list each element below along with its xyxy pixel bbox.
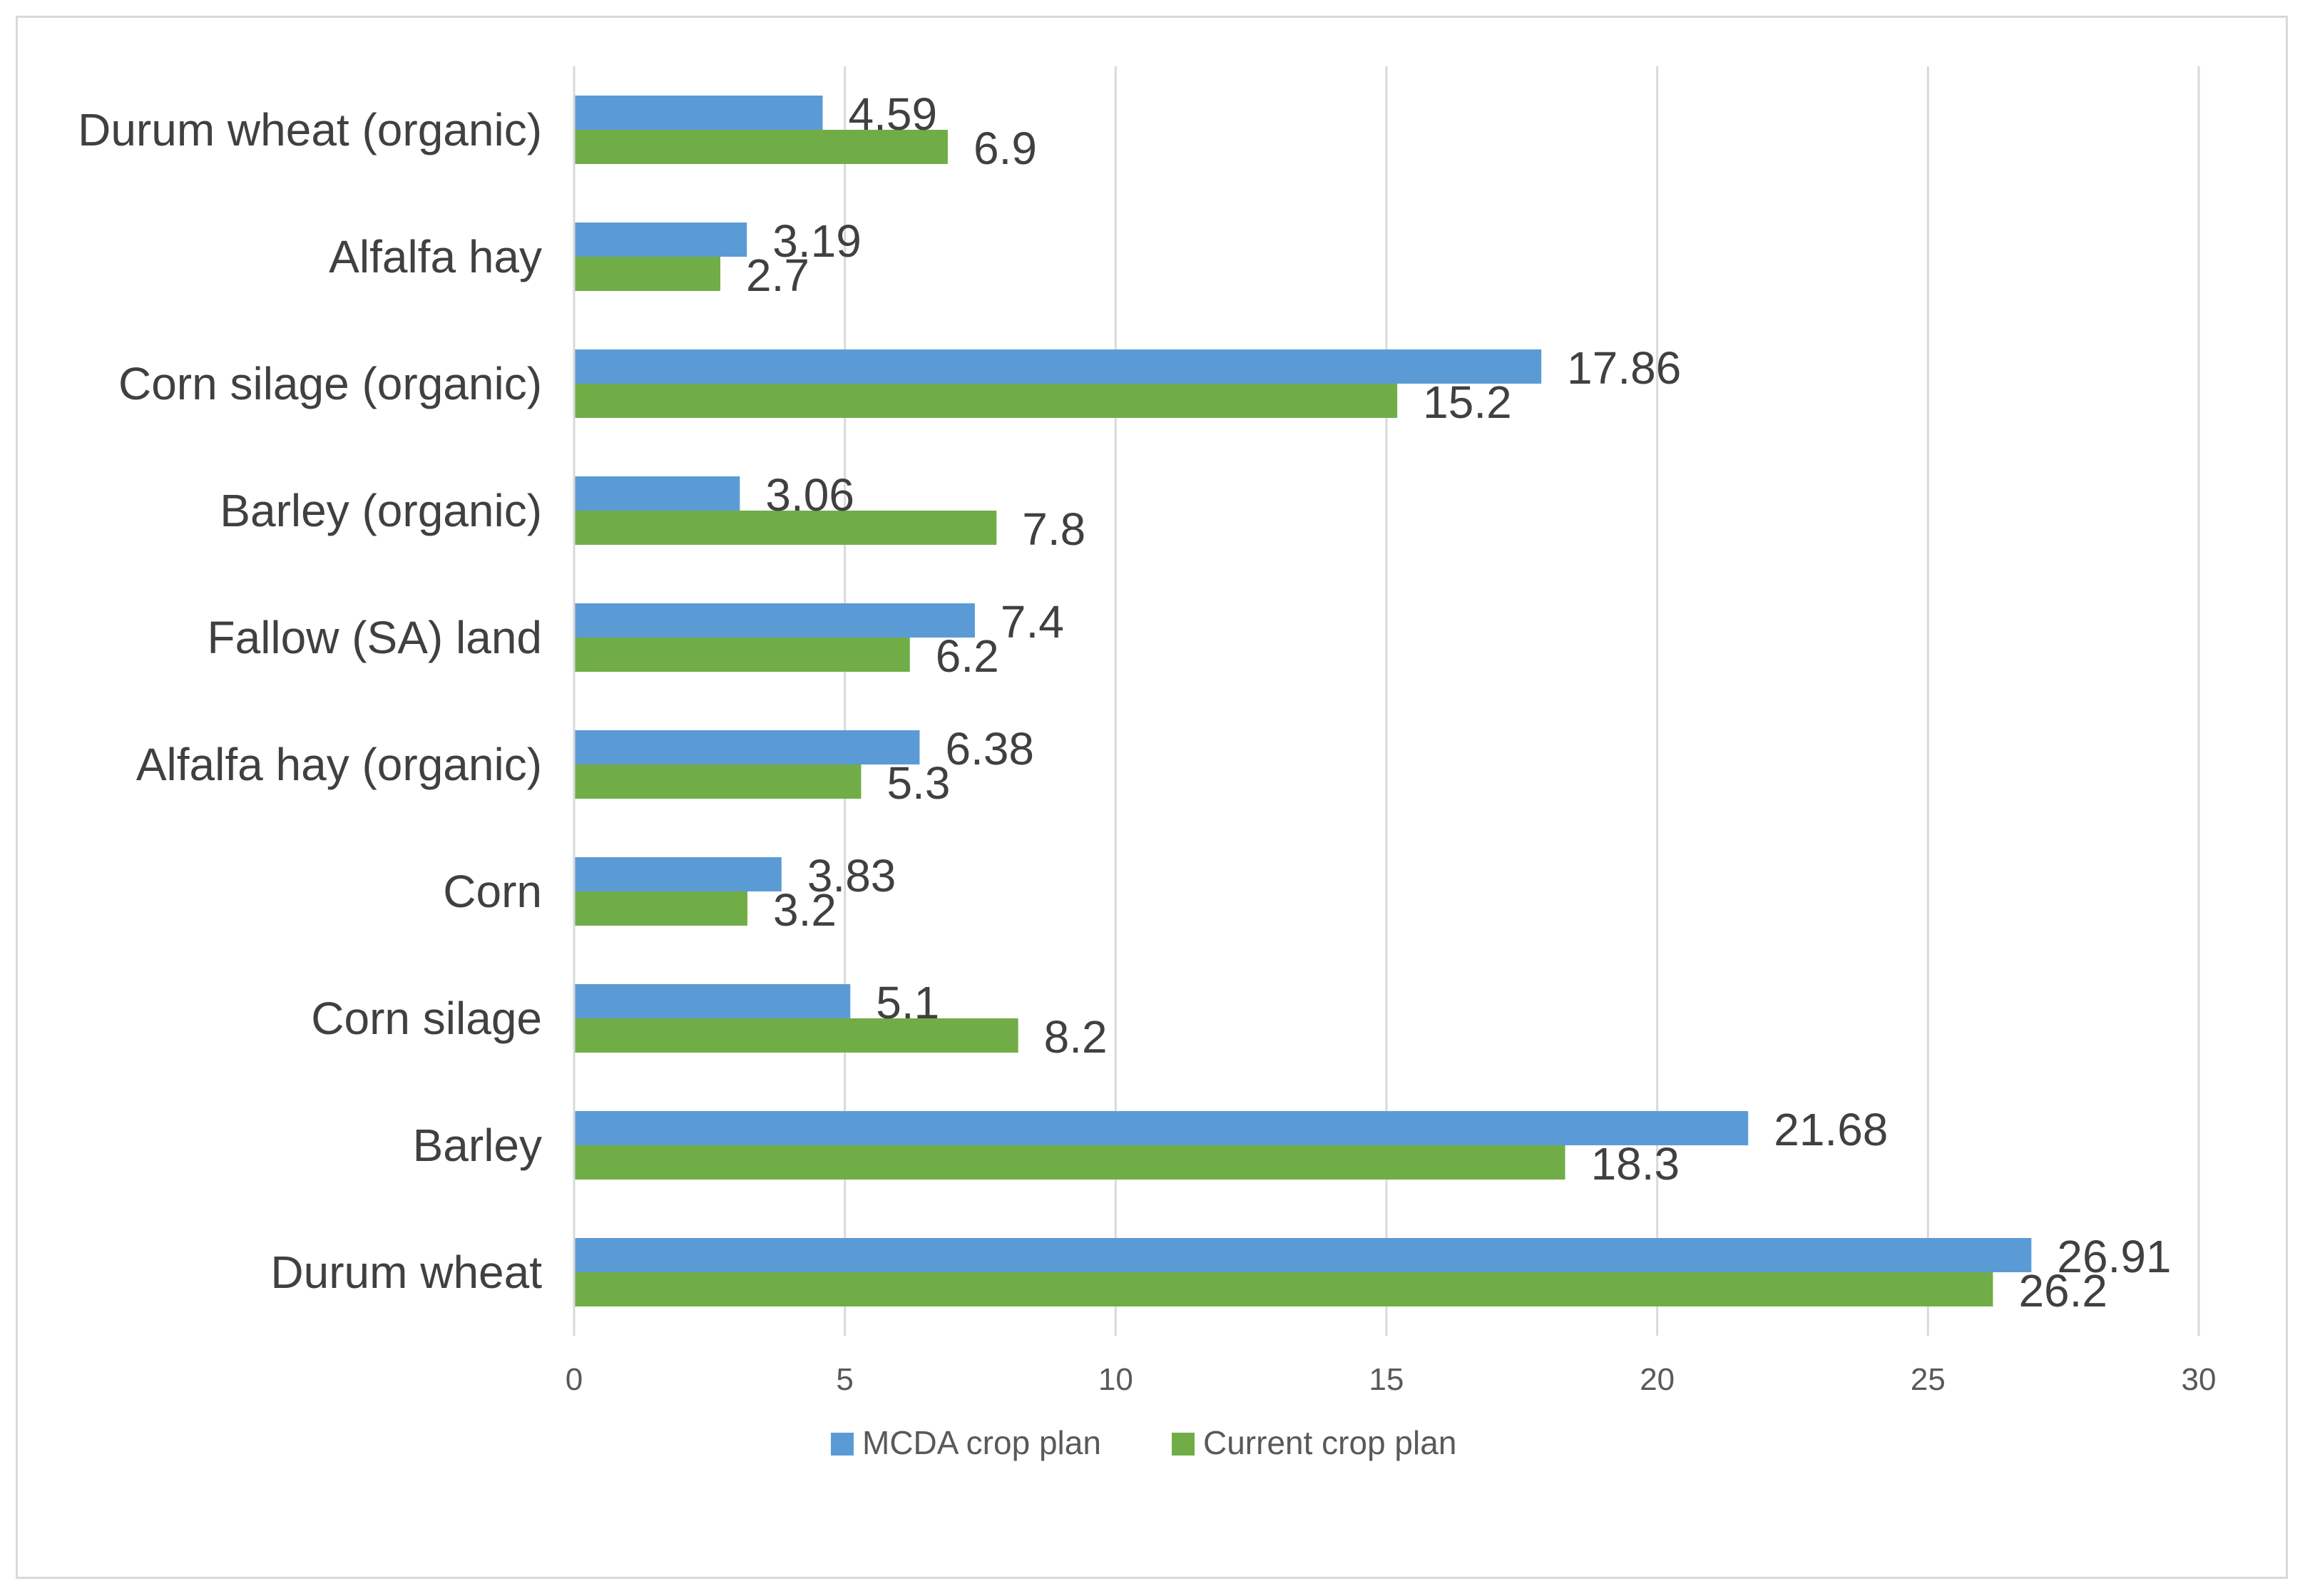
bar-mcda: [574, 730, 920, 764]
bar-current: [574, 891, 747, 926]
data-label: 7.4: [1001, 596, 1064, 648]
bar-mcda: [574, 476, 740, 511]
horizontal-bar-chart: 0 5 10 15 20 25 30 Durum wheat (organic) 4.59 6.9…: [78, 66, 2216, 1461]
data-label: 3.2: [773, 884, 837, 936]
bar-mcda: [574, 984, 851, 1018]
category-label: Alfalfa hay (organic): [136, 739, 542, 790]
bar-current: [574, 1272, 1993, 1306]
data-label: 15.2: [1423, 377, 1512, 428]
data-label: 3.19: [772, 215, 862, 267]
data-label: 5.1: [876, 977, 939, 1028]
x-tick-label: 5: [836, 1362, 853, 1397]
category-label: Durum wheat: [270, 1247, 542, 1298]
category-label: Durum wheat (organic): [78, 104, 542, 155]
legend-label: MCDA crop plan: [862, 1424, 1101, 1461]
category-label: Fallow (SA) land: [208, 612, 543, 663]
x-tick-label: 0: [566, 1362, 583, 1397]
bars: [574, 96, 2032, 1306]
bar-current: [574, 638, 910, 672]
data-label: 7.8: [1022, 503, 1085, 555]
bar-mcda: [574, 603, 975, 638]
category-label: Corn silage (organic): [118, 358, 542, 409]
bar-current: [574, 257, 721, 291]
category-label: Corn: [443, 866, 542, 917]
legend-swatch-mcda: [831, 1433, 854, 1456]
category-label: Corn silage: [311, 993, 542, 1044]
bar-current: [574, 130, 948, 164]
labels: 0 5 10 15 20 25 30 Durum wheat (organic) 4.59 6.9…: [78, 88, 2216, 1397]
bar-mcda: [574, 857, 782, 891]
bar-current: [574, 511, 997, 545]
data-label: 21.68: [1774, 1104, 1888, 1155]
category-label: Barley (organic): [220, 485, 542, 536]
data-label: 6.2: [936, 630, 999, 682]
bar-current: [574, 1145, 1565, 1180]
data-label: 2.7: [746, 250, 809, 301]
bar-current: [574, 1018, 1018, 1053]
x-tick-label: 25: [1911, 1362, 1946, 1397]
bar-current: [574, 764, 862, 799]
bar-mcda: [574, 1238, 2032, 1272]
x-tick-label: 30: [2182, 1362, 2217, 1397]
data-label: 26.2: [2018, 1265, 2107, 1316]
data-label: 18.3: [1591, 1138, 1680, 1190]
data-label: 3.06: [765, 469, 854, 521]
data-label: 8.2: [1044, 1011, 1108, 1063]
bar-mcda: [574, 96, 823, 130]
data-label: 5.3: [886, 757, 950, 809]
bar-mcda: [574, 349, 1542, 384]
x-tick-label: 10: [1098, 1362, 1133, 1397]
legend: MCDA crop plan Current crop plan: [831, 1424, 1456, 1461]
category-label: Barley: [413, 1120, 542, 1171]
legend-swatch-current: [1172, 1433, 1195, 1456]
x-tick-label: 20: [1640, 1362, 1675, 1397]
data-label: 3.83: [807, 850, 896, 901]
bar-mcda: [574, 222, 747, 257]
x-tick-label: 15: [1369, 1362, 1404, 1397]
data-label: 17.86: [1567, 342, 1681, 394]
data-label: 26.91: [2057, 1231, 2171, 1282]
data-label: 6.38: [945, 723, 1034, 774]
chart-container: 0 5 10 15 20 25 30 Durum wheat (organic) 4.59 6.9…: [16, 16, 2288, 1579]
data-label: 6.9: [973, 123, 1037, 174]
data-label: 4.59: [849, 88, 938, 140]
category-label: Alfalfa hay: [329, 231, 542, 282]
legend-label: Current crop plan: [1203, 1424, 1456, 1461]
bar-mcda: [574, 1111, 1749, 1145]
bar-current: [574, 384, 1398, 418]
